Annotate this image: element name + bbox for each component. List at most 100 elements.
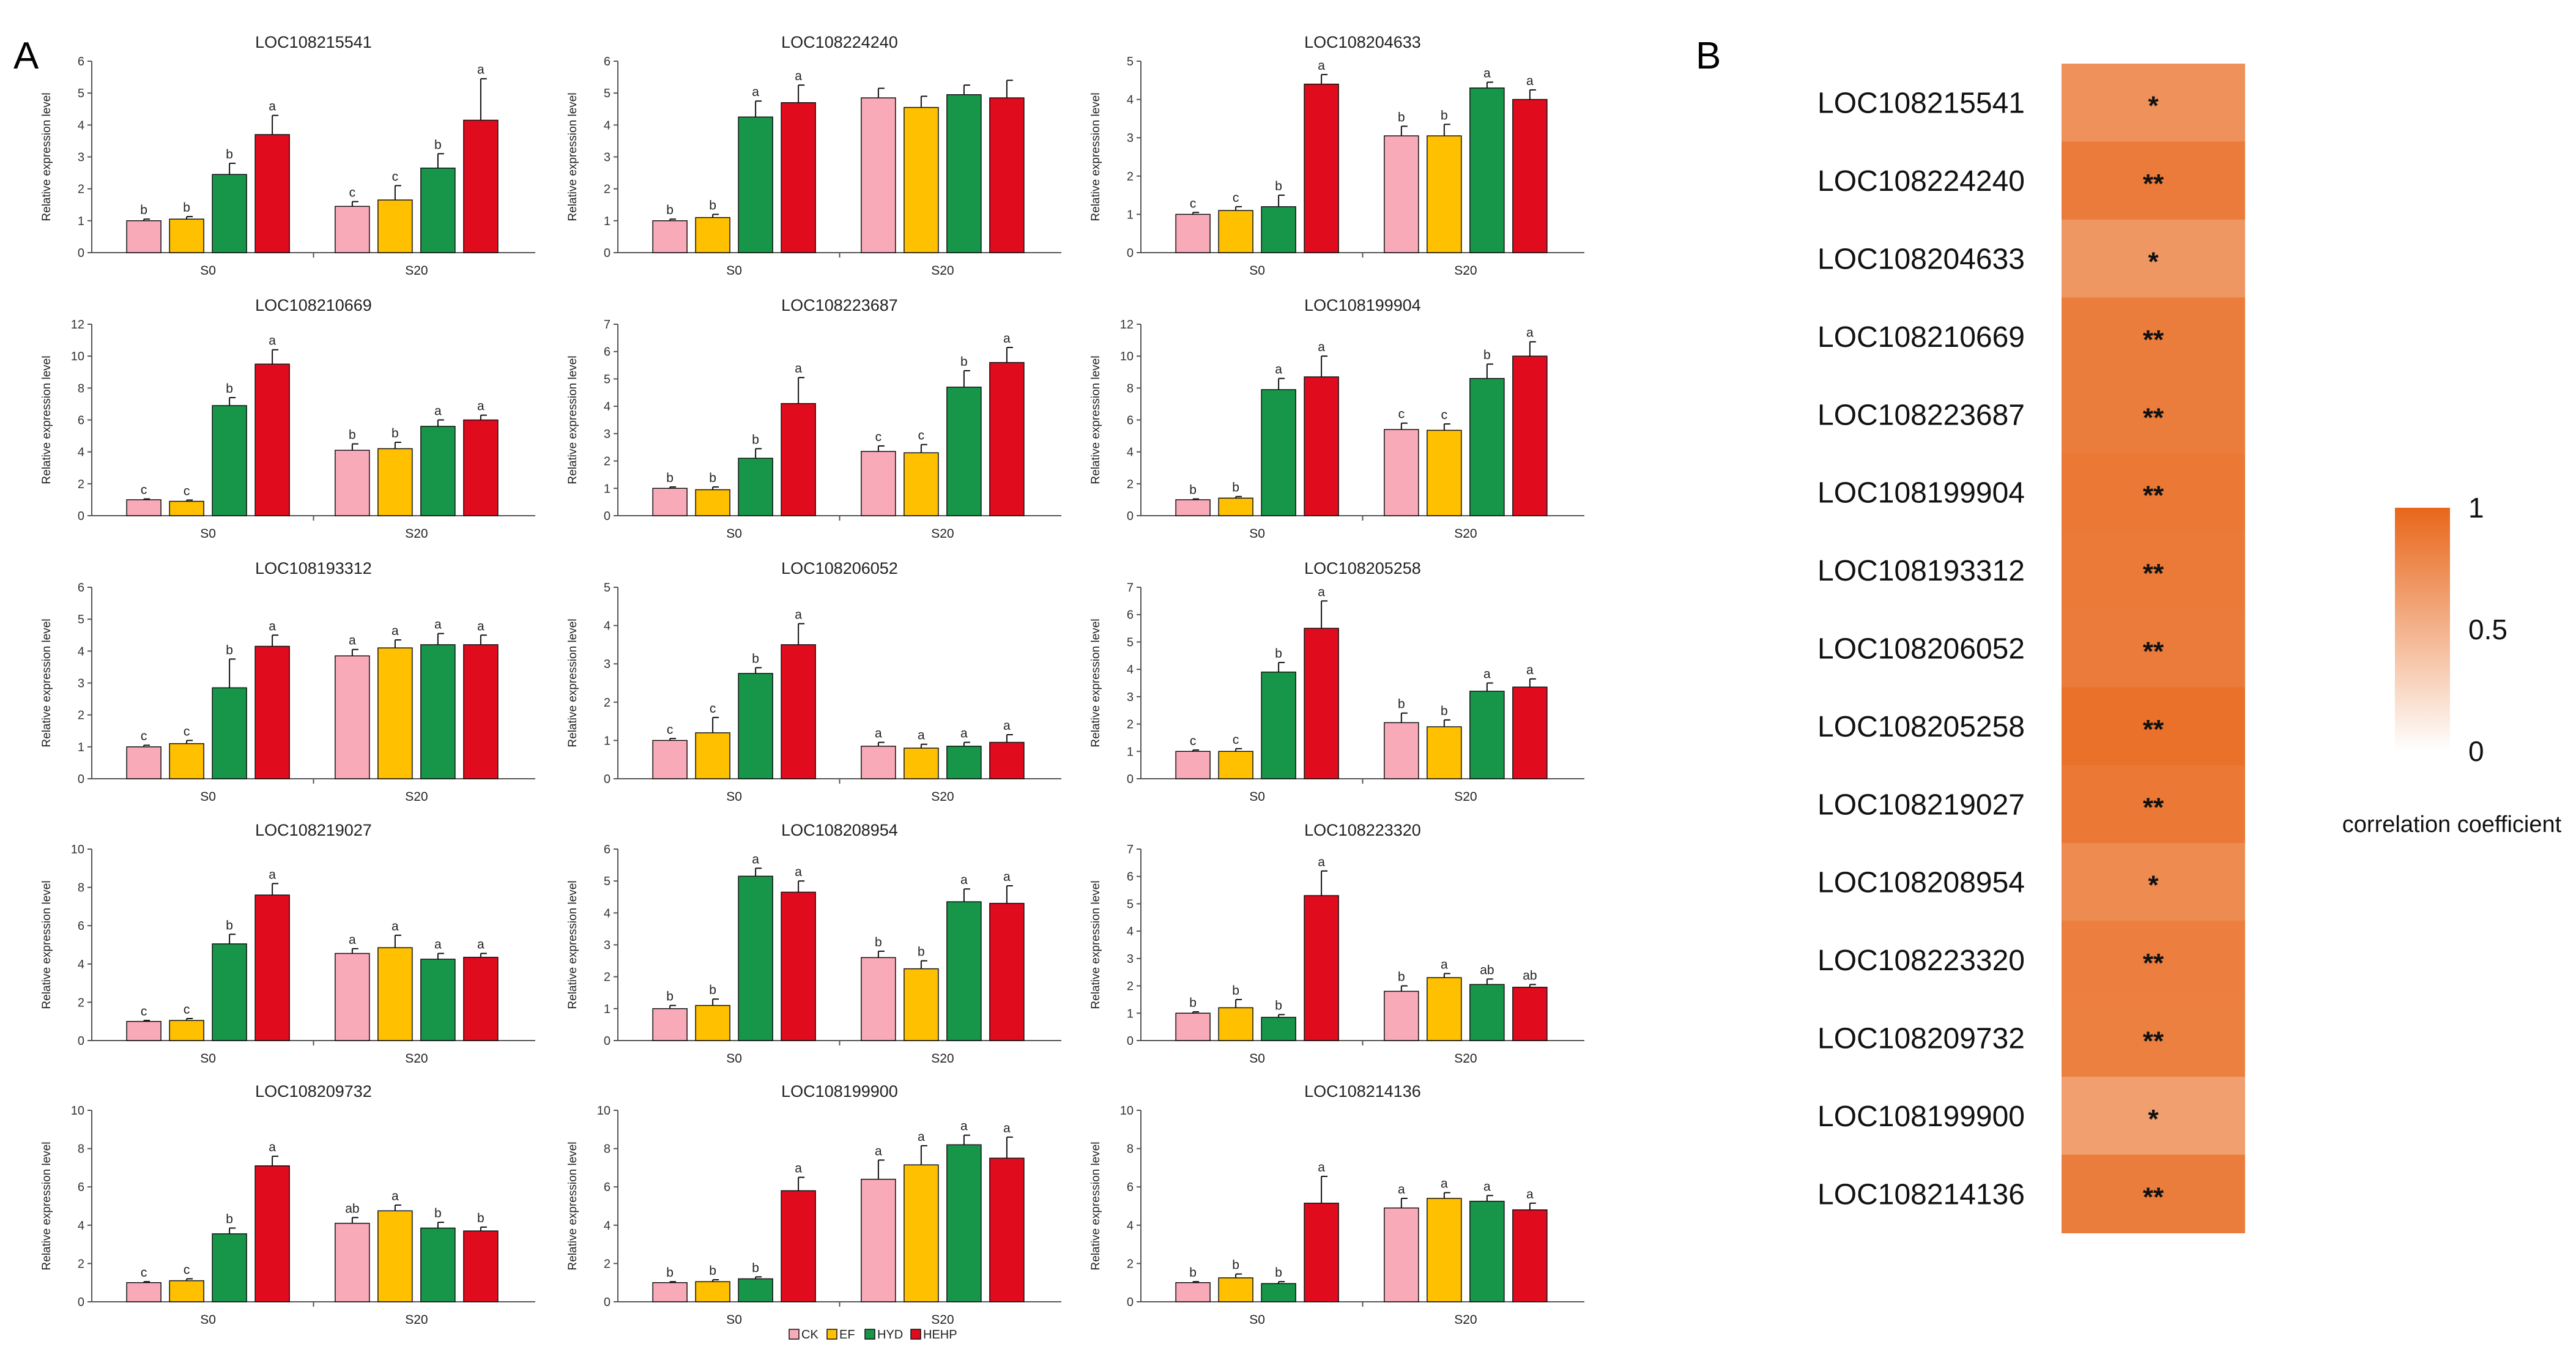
y-tick-label: 10 [71, 843, 84, 856]
y-tick-label: 7 [1127, 581, 1134, 595]
y-axis-label: Relative expression level [40, 880, 53, 1009]
significance-letter: b [392, 426, 399, 440]
y-tick-label: 2 [1127, 980, 1134, 993]
x-tick-label: S20 [405, 790, 428, 804]
bar-CK-S20 [335, 952, 370, 1041]
bar-CK-S0 [652, 488, 688, 516]
heatmap-significance: ** [2143, 715, 2164, 744]
bar-HEHP-S20 [463, 1230, 499, 1302]
y-tick-label: 0 [1127, 510, 1134, 523]
legend-label-CK: CK [801, 1328, 818, 1342]
bar-chart-LOC108209732: LOC108209732 Relative expression level 0 2 4… [40, 1082, 535, 1327]
y-tick-label: 1 [604, 482, 611, 496]
significance-letter: b [1275, 999, 1282, 1013]
bar-CK-S0 [652, 1008, 688, 1041]
bar-CK-S0 [126, 220, 161, 253]
y-axis-label: Relative expression level [1089, 1142, 1102, 1270]
y-tick-label: 0 [604, 1296, 611, 1309]
heatmap-cell-LOC108219027 [2062, 765, 2245, 844]
heatmap-cell-LOC108208954 [2062, 843, 2245, 922]
significance-letter: b [349, 428, 356, 442]
significance-letter: c [875, 430, 882, 444]
bar-EF-S0 [1218, 210, 1253, 253]
significance-letter: c [184, 484, 190, 498]
x-tick-label: S0 [726, 1052, 742, 1066]
chart-title: LOC108204633 [1304, 33, 1421, 51]
y-tick-label: 12 [71, 318, 84, 332]
y-axis-label: Relative expression level [40, 1142, 53, 1270]
x-tick-label: S0 [200, 1052, 216, 1066]
bar-HEHP-S0 [781, 102, 816, 253]
bar-HEHP-S20 [1512, 98, 1548, 253]
significance-letter: b [709, 198, 716, 212]
y-tick-label: 8 [604, 1143, 611, 1156]
x-tick-label: S0 [726, 1313, 742, 1327]
significance-letter: c [349, 186, 356, 200]
heatmap-significance: ** [2143, 637, 2164, 667]
bar-EF-S0 [1218, 1007, 1253, 1041]
colorbar-title: correlation coefficient [2342, 812, 2562, 837]
y-tick-label: 2 [78, 996, 84, 1009]
heatmap-cell-LOC108210669 [2062, 297, 2245, 376]
bar-HEHP-S20 [1512, 1209, 1548, 1302]
significance-letter: b [709, 983, 716, 997]
bar-HYD-S0 [738, 875, 773, 1041]
bar-EF-S20 [1427, 429, 1462, 516]
significance-letter: b [666, 990, 674, 1004]
bar-HEHP-S0 [1304, 628, 1339, 779]
bar-HYD-S20 [420, 1227, 456, 1302]
bar-HEHP-S20 [463, 419, 499, 516]
bar-CK-S0 [652, 220, 688, 253]
x-tick-label: S0 [1249, 527, 1265, 541]
x-tick-label: S0 [1249, 1052, 1265, 1066]
bar-EF-S0 [1218, 497, 1253, 516]
heatmap-row-label: LOC108193312 [1817, 555, 2025, 587]
y-tick-label: 2 [78, 183, 84, 196]
heatmap-significance: * [2148, 247, 2159, 277]
significance-letter: b [1398, 697, 1405, 711]
y-tick-label: 2 [1127, 170, 1134, 184]
heatmap-cell-LOC108223320 [2062, 921, 2245, 1000]
heatmap-significance: * [2148, 91, 2159, 121]
significance-letter: a [795, 69, 802, 83]
y-tick-label: 5 [1127, 636, 1134, 649]
heatmap-cell-LOC108205258 [2062, 687, 2245, 766]
significance-letter: a [1318, 1160, 1325, 1175]
bar-HEHP-S0 [254, 134, 290, 253]
y-axis-label: Relative expression level [40, 618, 53, 747]
x-tick-label: S0 [200, 527, 216, 541]
y-axis-label: Relative expression level [566, 1142, 579, 1270]
significance-letter: b [183, 201, 190, 215]
bar-EF-S0 [695, 732, 730, 779]
bar-EF-S20 [904, 968, 939, 1041]
bar-CK-S20 [1384, 429, 1419, 516]
bar-chart-LOC108223320: LOC108223320 Relative expression level 0 1 2… [1089, 821, 1584, 1066]
bar-HYD-S0 [738, 458, 773, 516]
bar-EF-S20 [1427, 1198, 1462, 1302]
bar-HYD-S0 [212, 687, 247, 779]
x-tick-label: S0 [726, 527, 742, 541]
bar-EF-S20 [377, 199, 413, 253]
y-axis-label: Relative expression level [40, 355, 53, 484]
bar-HYD-S20 [946, 94, 982, 253]
significance-letter: ab [1523, 968, 1537, 982]
y-tick-label: 1 [78, 741, 84, 754]
significance-letter: b [875, 935, 882, 949]
y-tick-label: 4 [78, 645, 84, 658]
y-tick-label: 8 [78, 382, 84, 395]
significance-letter: b [918, 945, 925, 959]
y-tick-label: 6 [78, 581, 84, 595]
chart-title: LOC108210669 [255, 296, 372, 314]
heatmap-cell-LOC108193312 [2062, 531, 2245, 610]
heatmap-cell-LOC108199900 [2062, 1077, 2245, 1156]
significance-letter: a [752, 85, 759, 99]
significance-letter: c [141, 729, 147, 743]
x-tick-label: S0 [1249, 790, 1265, 804]
y-tick-label: 6 [1127, 609, 1134, 622]
y-tick-label: 10 [1120, 350, 1134, 363]
bar-EF-S20 [904, 748, 939, 779]
bar-chart-LOC108199900: LOC108199900 Relative expression level 0 2 4… [566, 1082, 1061, 1327]
colorbar-tick-label: 0 [2468, 735, 2484, 767]
y-tick-label: 5 [78, 613, 84, 626]
bar-HYD-S0 [212, 1233, 247, 1302]
